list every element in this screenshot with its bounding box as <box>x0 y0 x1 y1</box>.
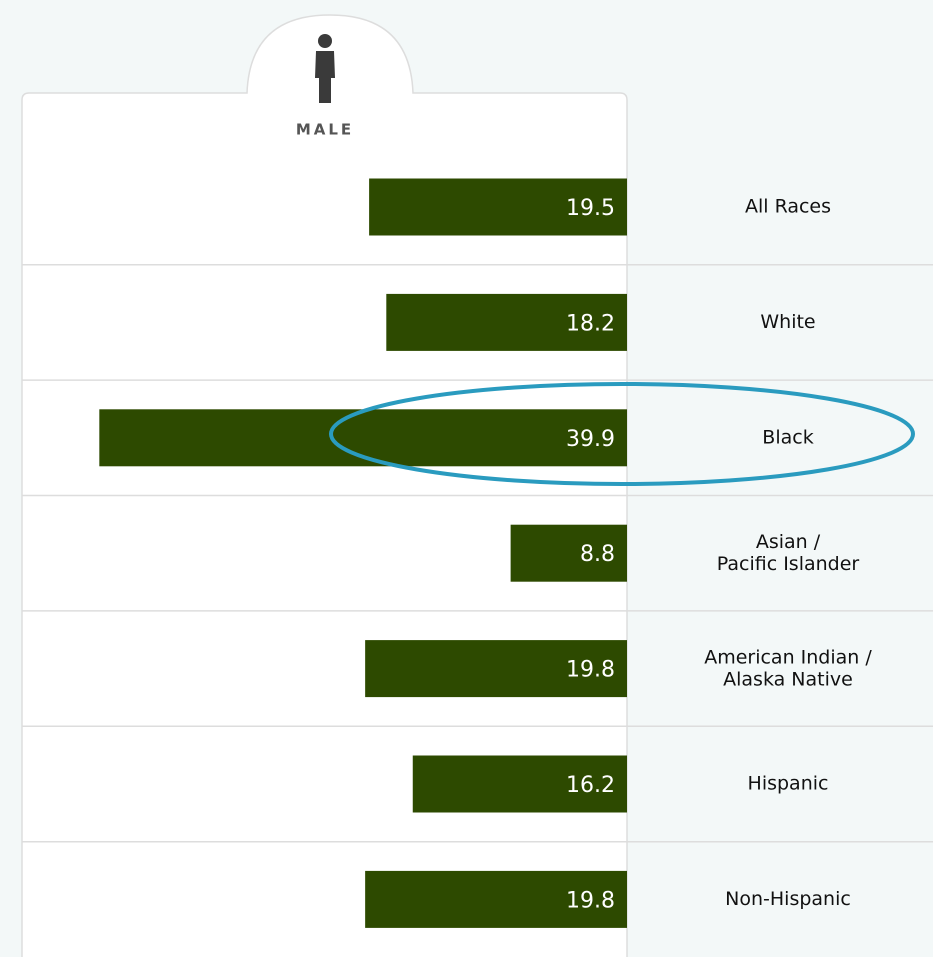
bar <box>412 755 627 813</box>
value-label: 19.8 <box>566 658 615 683</box>
category-label-line: Asian / <box>756 531 821 553</box>
panel <box>21 14 628 957</box>
category-label: Non-Hispanic <box>725 888 851 910</box>
category-label: White <box>760 311 815 333</box>
category-label: Black <box>762 426 813 448</box>
value-label: 19.8 <box>566 888 615 913</box>
value-label: 8.8 <box>580 542 615 567</box>
category-label: Hispanic <box>748 773 829 795</box>
highlight-ellipse <box>329 382 915 486</box>
value-label: 39.9 <box>566 427 615 452</box>
value-label: 19.5 <box>566 196 615 221</box>
value-label: 16.2 <box>566 773 615 798</box>
value-label: 18.2 <box>566 311 615 336</box>
category-label: American Indian / Alaska Native <box>704 646 872 690</box>
bar <box>365 870 627 928</box>
bar <box>386 293 627 351</box>
bar <box>369 178 627 236</box>
bar <box>510 524 627 582</box>
category-label-line: Pacific Islander <box>717 553 860 575</box>
series-label: MALE <box>296 121 354 139</box>
category-label-line: Alaska Native <box>723 668 853 690</box>
category-label-line: American Indian / <box>704 646 872 668</box>
category-label: Asian / Pacific Islander <box>717 531 860 575</box>
person-icon <box>315 34 335 103</box>
bar <box>365 640 627 698</box>
category-label: All Races <box>745 196 831 218</box>
